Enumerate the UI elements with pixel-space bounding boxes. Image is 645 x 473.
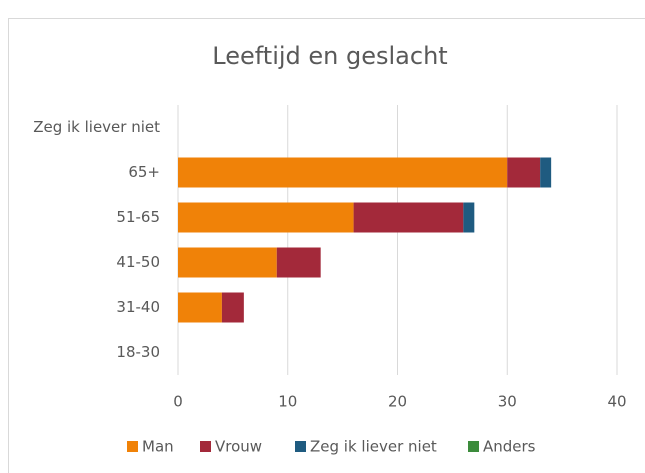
legend-label: Anders xyxy=(483,438,536,456)
y-tick-label: 51-65 xyxy=(116,208,160,226)
bar-segment xyxy=(178,292,222,323)
x-tick-label: 10 xyxy=(278,393,297,411)
legend-label: Vrouw xyxy=(215,438,262,456)
y-tick-label: Zeg ik liever niet xyxy=(33,118,160,136)
y-tick-label: 18-30 xyxy=(116,343,160,361)
bar-segment xyxy=(178,202,354,233)
y-tick-label: 31-40 xyxy=(116,298,160,316)
bar-segment xyxy=(178,247,277,278)
x-tick-label: 40 xyxy=(607,393,626,411)
x-tick-label: 20 xyxy=(388,393,407,411)
y-tick-label: 65+ xyxy=(128,163,160,181)
chart-title: Leeftijd en geslacht xyxy=(212,42,447,70)
legend-label: Man xyxy=(142,438,174,456)
chart-border xyxy=(8,18,645,473)
bar-segment xyxy=(507,157,541,188)
bar-segment xyxy=(540,157,552,188)
bar-segment xyxy=(353,202,464,233)
legend-swatch xyxy=(200,441,211,452)
legend-swatch xyxy=(468,441,479,452)
legend-label: Zeg ik liever niet xyxy=(310,438,437,456)
bar-segment xyxy=(463,202,475,233)
bar-segment xyxy=(178,157,508,188)
y-tick-label: 41-50 xyxy=(116,253,160,271)
legend-swatch xyxy=(127,441,138,452)
x-tick-label: 30 xyxy=(498,393,517,411)
bar-segment xyxy=(221,292,244,323)
bar-segment xyxy=(276,247,321,278)
legend-swatch xyxy=(295,441,306,452)
x-tick-label: 0 xyxy=(173,393,183,411)
